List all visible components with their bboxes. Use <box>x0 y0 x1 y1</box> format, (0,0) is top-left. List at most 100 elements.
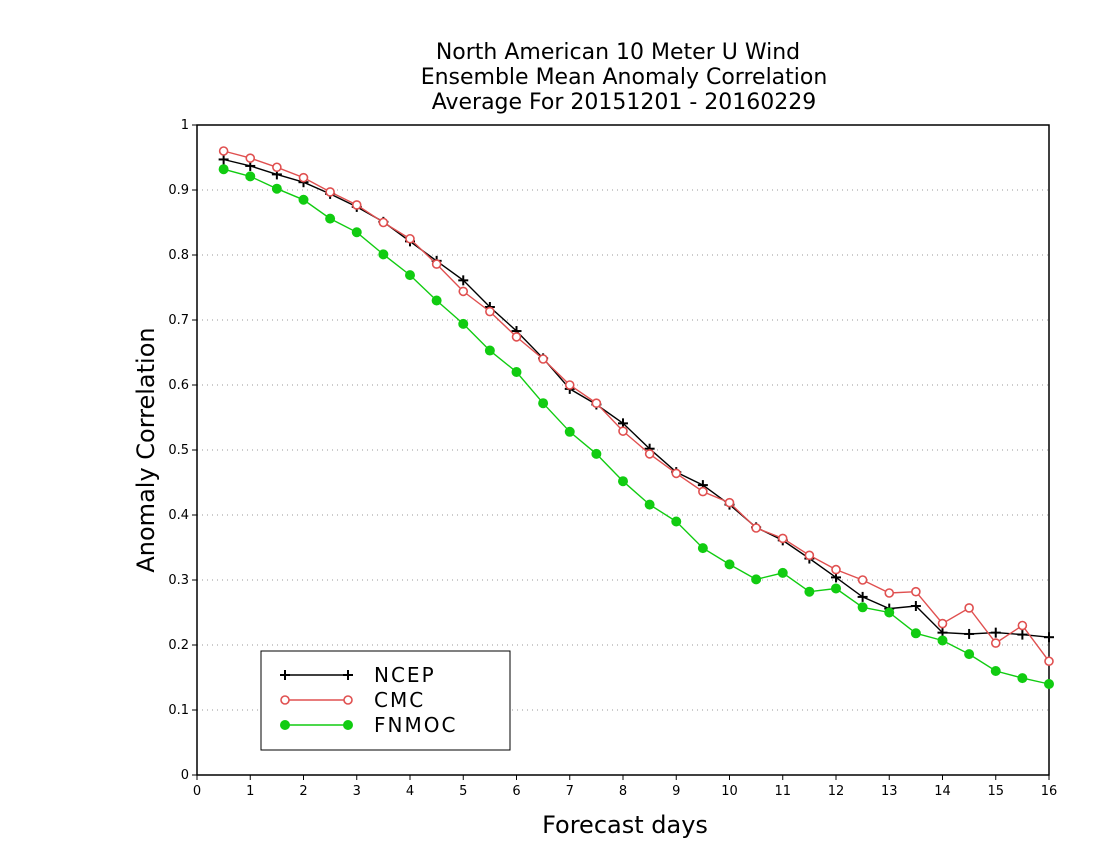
data-point-ncep <box>990 627 1001 638</box>
data-point-fnmoc <box>618 476 628 487</box>
data-point-cmc <box>644 449 655 459</box>
data-point-cmc <box>351 200 362 210</box>
y-tick-label: 0.1 <box>168 703 189 718</box>
data-point-cmc <box>564 380 575 390</box>
x-tick-label: 5 <box>459 784 467 799</box>
y-tick-label: 0.8 <box>168 248 189 263</box>
data-point-fnmoc <box>591 448 602 459</box>
data-point-fnmoc <box>671 516 682 527</box>
x-tick-label: 14 <box>934 784 951 799</box>
series-line-fnmoc <box>223 168 1050 685</box>
x-tick-label: 7 <box>566 784 574 799</box>
data-series <box>218 146 1054 689</box>
data-point-fnmoc <box>804 586 815 597</box>
data-point-cmc <box>485 306 495 317</box>
data-point-ncep <box>458 275 469 286</box>
data-point-fnmoc <box>245 171 256 182</box>
data-point-fnmoc <box>697 543 708 554</box>
data-point-fnmoc <box>351 227 362 238</box>
data-point-fnmoc <box>564 426 575 437</box>
data-point-cmc <box>431 259 442 269</box>
data-point-cmc <box>857 575 868 585</box>
x-tick-label: 8 <box>619 784 627 799</box>
chart-title-line-1: North American 10 Meter U Wind <box>436 40 800 65</box>
data-point-cmc <box>831 564 841 575</box>
x-axis-title: Forecast days <box>542 811 708 839</box>
y-tick-label: 0.2 <box>168 638 189 653</box>
data-point-fnmoc <box>831 583 841 594</box>
data-point-fnmoc <box>910 628 921 639</box>
x-tick-label: 10 <box>721 784 738 799</box>
data-point-ncep <box>857 591 868 602</box>
x-tick-label: 0 <box>193 784 201 799</box>
data-point-fnmoc <box>857 602 868 613</box>
legend-marker-ncep <box>280 670 290 680</box>
data-point-cmc <box>990 638 1001 648</box>
data-point-cmc <box>698 486 708 497</box>
legend-label-fnmoc: FNMOC <box>374 713 457 737</box>
data-point-cmc <box>751 523 761 533</box>
data-point-cmc <box>245 153 256 163</box>
x-tick-label: 1 <box>246 784 254 799</box>
data-point-cmc <box>458 286 469 297</box>
x-tick-label: 11 <box>774 784 791 799</box>
data-point-fnmoc <box>644 499 655 510</box>
data-point-cmc <box>298 172 309 183</box>
data-point-cmc <box>911 586 921 597</box>
legend-marker-fnmoc <box>280 720 290 730</box>
y-tick-label: 0.7 <box>168 313 189 328</box>
data-point-cmc <box>272 162 282 173</box>
data-point-fnmoc <box>751 574 762 585</box>
y-tick-label: 0.6 <box>168 378 189 393</box>
legend-item-cmc: CMC <box>280 688 423 712</box>
data-point-cmc <box>1017 620 1028 631</box>
data-point-fnmoc <box>1017 673 1028 684</box>
data-point-cmc <box>884 588 895 598</box>
chart-title-line-3: Average For 20151201 - 20160229 <box>432 90 817 115</box>
y-tick-label: 1 <box>181 118 189 133</box>
data-point-cmc <box>618 426 628 436</box>
data-point-cmc <box>218 146 229 156</box>
x-tick-label: 6 <box>512 784 520 799</box>
x-tick-label: 3 <box>353 784 361 799</box>
data-point-fnmoc <box>405 270 415 281</box>
data-point-fnmoc <box>777 567 788 578</box>
data-point-fnmoc <box>431 295 442 306</box>
series-cmc <box>218 146 1054 667</box>
data-point-cmc <box>671 468 682 479</box>
series-ncep <box>218 154 1054 643</box>
y-tick-label: 0.4 <box>168 508 189 523</box>
data-point-cmc <box>405 233 415 244</box>
y-tick-label: 0.3 <box>168 573 189 588</box>
x-tick-label: 4 <box>406 784 414 799</box>
legend-item-ncep: NCEP <box>280 663 436 687</box>
x-tick-label: 15 <box>987 784 1004 799</box>
series-line-ncep <box>223 158 1050 638</box>
y-tick-label: 0.5 <box>168 443 189 458</box>
data-point-ncep <box>964 628 975 639</box>
data-point-cmc <box>804 550 815 561</box>
legend-marker-ncep <box>343 670 353 680</box>
data-point-fnmoc <box>964 649 975 660</box>
data-point-cmc <box>378 217 389 228</box>
data-point-fnmoc <box>937 635 948 646</box>
data-point-fnmoc <box>458 318 469 329</box>
legend-item-fnmoc: FNMOC <box>280 713 457 737</box>
chart-title: North American 10 Meter U Wind Ensemble … <box>421 40 828 115</box>
data-point-fnmoc <box>271 183 282 194</box>
data-point-cmc <box>511 332 522 342</box>
data-point-cmc <box>964 603 974 613</box>
data-point-ncep <box>1017 629 1028 640</box>
data-point-cmc <box>1044 656 1054 667</box>
data-point-cmc <box>325 187 335 197</box>
data-point-ncep <box>218 154 229 165</box>
legend-label-ncep: NCEP <box>374 663 436 687</box>
legend-marker-fnmoc <box>343 720 353 730</box>
y-tick-label: 0 <box>181 768 189 783</box>
axis-ticks: 00.10.20.30.40.50.60.70.80.910 1 2 3 4 5 6 7 8 9 1… <box>168 118 1057 799</box>
y-axis-title: Anomaly Correlation <box>132 327 160 572</box>
data-point-fnmoc <box>1044 679 1054 689</box>
data-point-fnmoc <box>378 249 389 260</box>
